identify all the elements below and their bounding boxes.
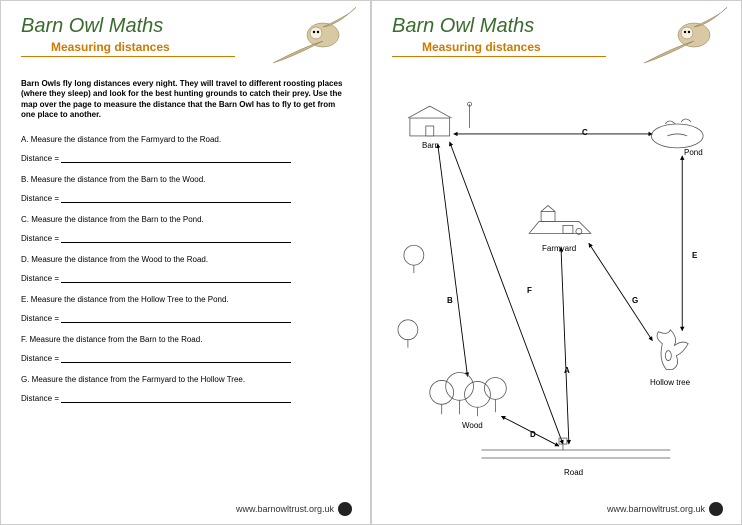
footer-url: www.barnowltrust.org.uk <box>607 504 705 514</box>
map-diagram: Barn Pond Farmyard Hollow tree Wood Road… <box>392 86 721 494</box>
answer-line-d: Distance = <box>21 274 350 283</box>
question-d: D. Measure the distance from the Wood to… <box>21 255 350 264</box>
node-label-farmyard: Farmyard <box>542 244 576 253</box>
questions-block: A. Measure the distance from the Farmyar… <box>21 135 350 403</box>
question-c: C. Measure the distance from the Barn to… <box>21 215 350 224</box>
edge-label-g: G <box>632 296 638 305</box>
footer-left: www.barnowltrust.org.uk <box>236 502 352 516</box>
title-rule <box>21 56 235 57</box>
question-g: G. Measure the distance from the Farmyar… <box>21 375 350 384</box>
node-label-barn: Barn <box>422 141 439 150</box>
question-a: A. Measure the distance from the Farmyar… <box>21 135 350 144</box>
answer-line-c: Distance = <box>21 234 350 243</box>
worksheet-page-right: Barn Owl Maths Measuring distances <box>371 0 742 525</box>
edge-label-f: F <box>527 286 532 295</box>
edge-label-b: B <box>447 296 453 305</box>
edge-label-d: D <box>530 430 536 439</box>
question-b: B. Measure the distance from the Barn to… <box>21 175 350 184</box>
answer-line-f: Distance = <box>21 354 350 363</box>
answer-line-b: Distance = <box>21 194 350 203</box>
edge-label-c: C <box>582 128 588 137</box>
node-label-road: Road <box>564 468 583 477</box>
answer-line-a: Distance = <box>21 154 350 163</box>
owl-illustration <box>268 5 358 70</box>
node-label-pond: Pond <box>684 148 703 157</box>
title-rule <box>392 56 606 57</box>
answer-line-g: Distance = <box>21 394 350 403</box>
node-label-wood: Wood <box>462 421 483 430</box>
logo-badge-icon <box>338 502 352 516</box>
worksheet-page-left: Barn Owl Maths Measuring distances Barn … <box>0 0 371 525</box>
edge-label-a: A <box>564 366 570 375</box>
question-e: E. Measure the distance from the Hollow … <box>21 295 350 304</box>
footer-right: www.barnowltrust.org.uk <box>607 502 723 516</box>
footer-url: www.barnowltrust.org.uk <box>236 504 334 514</box>
question-f: F. Measure the distance from the Barn to… <box>21 335 350 344</box>
logo-badge-icon <box>709 502 723 516</box>
node-label-hollowtree: Hollow tree <box>650 378 690 387</box>
answer-line-e: Distance = <box>21 314 350 323</box>
owl-illustration <box>639 5 729 70</box>
intro-text: Barn Owls fly long distances every night… <box>21 79 350 121</box>
map-svg <box>392 86 721 494</box>
edge-label-e: E <box>692 251 697 260</box>
